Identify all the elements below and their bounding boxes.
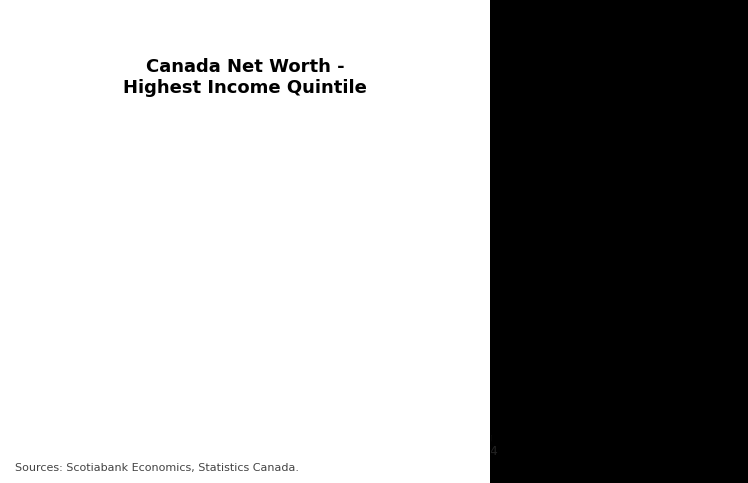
Pre-Pandemic Trend bbox=[449, 127, 458, 133]
Pre-Pandemic Trend bbox=[412, 145, 421, 151]
Net Worth bbox=[340, 209, 349, 215]
Pre-Pandemic Trend bbox=[345, 185, 354, 191]
Net Worth bbox=[230, 282, 239, 288]
Pre-Pandemic Trend bbox=[312, 220, 321, 226]
Pre-Pandemic Trend bbox=[266, 255, 275, 260]
Pre-Pandemic Trend bbox=[351, 119, 360, 125]
Net Worth bbox=[194, 303, 203, 309]
Text: Sources: Scotiabank Economics, Statistics Canada.: Sources: Scotiabank Economics, Statistic… bbox=[15, 463, 299, 473]
Pre-Pandemic Trend bbox=[194, 303, 203, 309]
Pre-Pandemic Trend bbox=[403, 145, 412, 151]
Pre-Pandemic Trend bbox=[102, 347, 111, 353]
Pre-Pandemic Trend bbox=[285, 252, 294, 258]
Pre-Pandemic Trend bbox=[367, 120, 376, 126]
Net Worth bbox=[394, 166, 403, 172]
Pre-Pandemic Trend bbox=[476, 108, 485, 114]
Line: Net Worth: Net Worth bbox=[52, 130, 490, 378]
Pre-Pandemic Trend bbox=[458, 120, 467, 126]
Text: Canada Net Worth -
Highest Income Quintile: Canada Net Worth - Highest Income Quinti… bbox=[123, 58, 367, 97]
Net Worth bbox=[358, 194, 367, 200]
Net Worth bbox=[285, 245, 294, 251]
Net Worth bbox=[412, 154, 421, 159]
Net Worth bbox=[120, 340, 129, 346]
Pre-Pandemic Trend bbox=[294, 253, 303, 259]
Pre-Pandemic Trend bbox=[176, 312, 185, 318]
Net Worth bbox=[431, 143, 440, 149]
Pre-Pandemic Trend bbox=[139, 329, 148, 335]
Pre-Pandemic Trend bbox=[431, 127, 440, 133]
Pre-Pandemic Trend bbox=[85, 355, 94, 361]
Pre-Pandemic Trend bbox=[394, 150, 403, 156]
Pre-Pandemic Trend bbox=[364, 117, 373, 123]
Text: net worth in C$ trillion., quarterly: net worth in C$ trillion., quarterly bbox=[66, 98, 275, 111]
Pre-Pandemic Trend bbox=[157, 321, 166, 327]
Pre-Pandemic Trend bbox=[376, 143, 385, 149]
Net Worth bbox=[376, 180, 385, 186]
Pre-Pandemic Trend bbox=[358, 115, 367, 121]
Net Worth bbox=[303, 234, 312, 240]
Pre-Pandemic Trend bbox=[212, 295, 221, 300]
Pre-Pandemic Trend bbox=[422, 138, 431, 144]
Net Worth bbox=[449, 134, 458, 140]
Line: Pre-Pandemic Trend: Pre-Pandemic Trend bbox=[52, 102, 490, 378]
Net Worth bbox=[485, 127, 494, 133]
Pre-Pandemic Trend bbox=[340, 215, 349, 221]
Legend: Net Worth, Pre-Pandemic Trend: Net Worth, Pre-Pandemic Trend bbox=[126, 284, 311, 331]
Net Worth bbox=[85, 356, 94, 362]
Pre-Pandemic Trend bbox=[331, 218, 340, 224]
Pre-Pandemic Trend bbox=[120, 338, 129, 344]
Net Worth bbox=[157, 322, 166, 327]
Net Worth bbox=[468, 129, 476, 135]
Pre-Pandemic Trend bbox=[276, 253, 285, 259]
Net Worth bbox=[322, 222, 331, 227]
Net Worth bbox=[266, 258, 275, 264]
Pre-Pandemic Trend bbox=[468, 115, 476, 121]
Pre-Pandemic Trend bbox=[230, 286, 239, 292]
Pre-Pandemic Trend bbox=[485, 99, 494, 105]
Pre-Pandemic Trend bbox=[66, 366, 75, 371]
Pre-Pandemic Trend bbox=[248, 270, 257, 276]
Net Worth bbox=[48, 375, 57, 381]
Pre-Pandemic Trend bbox=[303, 232, 312, 238]
Pre-Pandemic Trend bbox=[440, 125, 449, 130]
Pre-Pandemic Trend bbox=[385, 152, 394, 158]
Pre-Pandemic Trend bbox=[48, 375, 57, 381]
Pre-Pandemic Trend bbox=[322, 216, 331, 222]
